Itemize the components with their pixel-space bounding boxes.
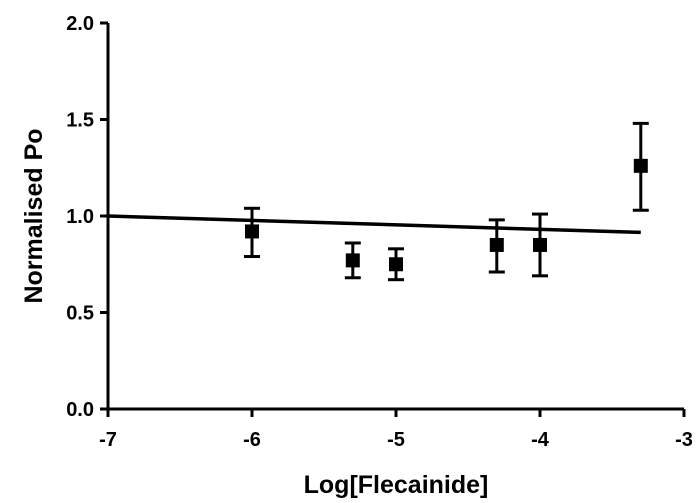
data-point-group	[632, 121, 649, 212]
x-tick-label: -7	[99, 429, 117, 451]
axes	[106, 23, 684, 411]
x-tick-label: -5	[387, 429, 405, 451]
y-axis-title: Normalised Po	[20, 128, 48, 303]
data-point-marker	[389, 257, 403, 272]
y-tick-label: 2.0	[66, 13, 94, 35]
data-point-group	[344, 241, 361, 280]
y-tick-label: 1.5	[66, 110, 94, 132]
data-point-marker	[633, 158, 648, 173]
y-tick-label: 0.5	[66, 303, 94, 325]
data-point-marker	[245, 224, 259, 239]
data-point-group	[244, 206, 260, 259]
x-axis-title: Log[Flecainide]	[304, 471, 489, 499]
data-points	[244, 121, 649, 282]
fit-line-group	[107, 214, 641, 235]
y-tick-label: 1.0	[66, 206, 94, 228]
y-tick-label: 0.0	[66, 399, 94, 421]
x-tick-label: -4	[531, 429, 550, 451]
data-point-group	[388, 247, 404, 282]
data-point-marker	[533, 237, 547, 252]
data-point-marker	[489, 237, 504, 252]
fit-line	[107, 214, 641, 235]
data-point-group	[532, 212, 548, 278]
data-point-group	[488, 218, 505, 274]
x-tick-label: -3	[675, 429, 693, 451]
x-tick-label: -6	[243, 429, 261, 451]
axis-ticks: -7 -6 -5 -4 -3 0.0 0.5 1.0 1.5 2.0	[66, 13, 693, 451]
data-point-marker	[345, 253, 360, 268]
